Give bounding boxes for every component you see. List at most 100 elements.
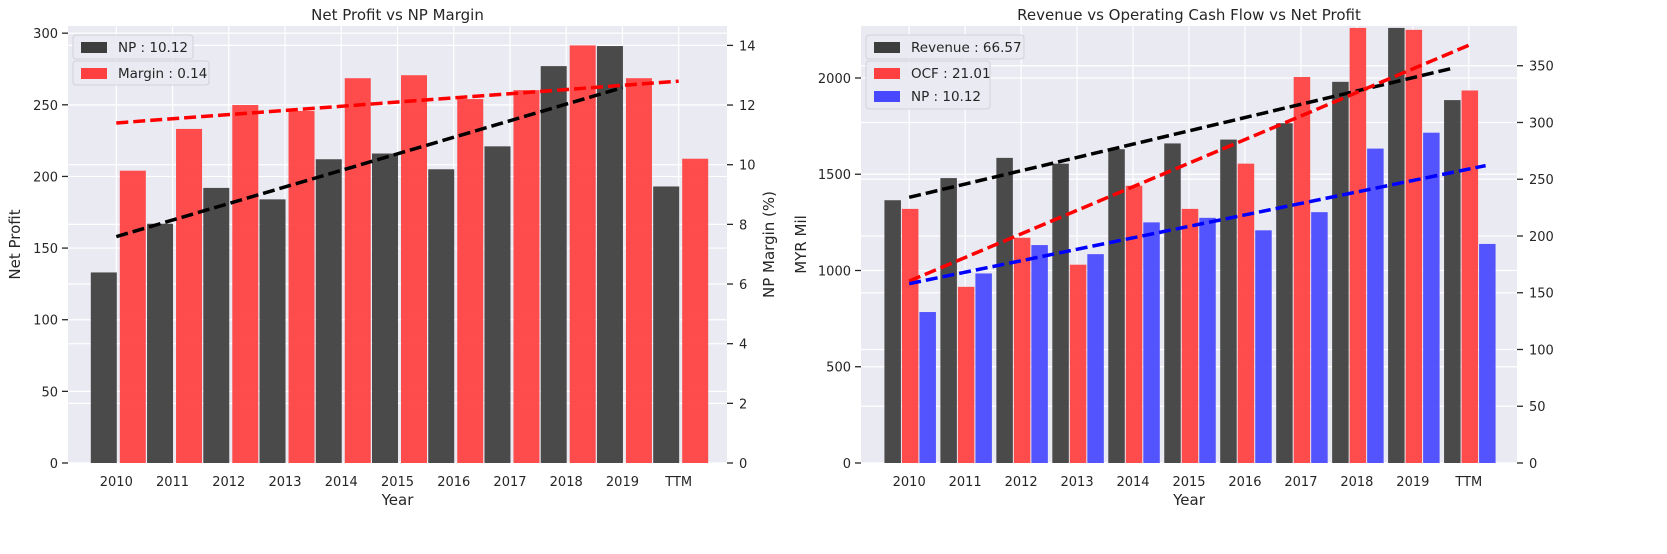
bar-2-0-2012 — [996, 157, 1013, 463]
bar-1-0-2015 — [372, 153, 398, 463]
x-tick-label: 2017 — [493, 475, 526, 490]
y-tick-label: 1000 — [818, 264, 851, 279]
bar-1-0-2019 — [596, 46, 623, 463]
bar-1-0-2010 — [90, 272, 117, 463]
y2-tick-label: 8 — [739, 218, 747, 233]
bar-2-2-2018 — [1367, 148, 1384, 463]
x-tick-label: 2014 — [325, 475, 358, 490]
x-tick-label: 2017 — [1284, 475, 1317, 490]
y-tick-label: 100 — [33, 314, 58, 329]
bar-1-0-2012 — [203, 187, 230, 464]
bar-2-0-2018 — [1332, 81, 1349, 464]
y-tick-label: 250 — [33, 99, 58, 114]
bar-2-2-2019 — [1423, 132, 1440, 463]
trendline-2-0 — [908, 66, 1453, 200]
bar-1-0-2013 — [259, 199, 286, 463]
x-tick-label: 2013 — [1061, 475, 1094, 490]
y-tick-label: 150 — [33, 242, 58, 257]
x-tick-label: 2014 — [1116, 475, 1149, 490]
bar-1-1-2012 — [232, 105, 259, 463]
y2-tick-label: 0 — [1529, 457, 1537, 472]
bar-1-0-2017 — [484, 146, 511, 463]
trendline-2-2 — [908, 163, 1486, 286]
x-tick-label: 2013 — [268, 475, 301, 490]
bar-2-1-2015 — [1181, 208, 1199, 463]
bar-1-1-2016 — [457, 99, 484, 463]
y2-tick-label: 350 — [1529, 60, 1554, 75]
y-tick-label: 2000 — [818, 72, 851, 87]
y-axis-label: MYR Mil — [792, 215, 810, 274]
x-tick-label: 2016 — [437, 475, 470, 490]
bar-2-2-TTM — [1479, 243, 1496, 463]
bar-2-0-2014 — [1108, 149, 1125, 464]
chart-panel-1 — [62, 26, 733, 464]
bar-2-1-2012 — [1013, 237, 1031, 463]
bar-1-0-2014 — [315, 159, 342, 463]
x-tick-label: 2015 — [1172, 475, 1205, 490]
bar-1-1-2018 — [569, 45, 596, 464]
bar-1-1-2015 — [401, 75, 427, 463]
bar-2-0-2013 — [1052, 163, 1069, 463]
chart-panel-2 — [855, 26, 1523, 464]
y-tick-label: 1500 — [818, 168, 851, 183]
bar-2-2-2012 — [1031, 245, 1048, 463]
bar-2-2-2016 — [1255, 230, 1272, 463]
y-tick-label: 200 — [33, 170, 58, 185]
bar-2-0-2017 — [1276, 123, 1293, 463]
bar-2-0-TTM — [1444, 100, 1461, 464]
y-tick-label: 50 — [41, 385, 58, 400]
legend-label: NP : 10.12 — [118, 40, 188, 56]
bar-2-2-2017 — [1311, 212, 1328, 463]
bar-1-0-2011 — [147, 223, 174, 463]
y2-tick-label: 100 — [1529, 343, 1554, 358]
bar-2-1-2017 — [1293, 77, 1311, 464]
bar-1-1-TTM — [682, 158, 709, 464]
x-tick-label: 2018 — [550, 475, 583, 490]
y2-tick-label: 50 — [1529, 400, 1546, 415]
x-tick-label: 2019 — [606, 475, 639, 490]
trendline-1-1 — [116, 79, 679, 125]
bar-2-1-2011 — [957, 286, 975, 463]
legend-swatch — [874, 68, 900, 79]
y-tick-label: 0 — [50, 457, 58, 472]
legend-box — [865, 34, 1025, 60]
bar-2-2-2011 — [975, 273, 992, 463]
y2-tick-label: 200 — [1529, 230, 1554, 245]
bar-2-2-2010 — [919, 312, 936, 463]
legend-swatch — [874, 42, 900, 53]
y-tick-label: 300 — [33, 27, 58, 42]
x-tick-label: TTM — [1454, 475, 1482, 490]
bar-2-0-2015 — [1164, 143, 1181, 464]
legend-swatch — [874, 91, 900, 102]
legend-label: NP : 10.12 — [911, 89, 981, 105]
x-axis-label: Year — [1172, 491, 1206, 509]
x-tick-label: 2011 — [156, 475, 189, 490]
x-tick-label: TTM — [664, 475, 692, 490]
y2-tick-label: 250 — [1529, 173, 1554, 188]
y2-tick-label: 6 — [739, 278, 747, 293]
bar-2-0-2019 — [1388, 27, 1405, 463]
bar-2-2-2015 — [1199, 217, 1216, 463]
y2-axis-label: NP Margin (%) — [760, 191, 778, 298]
x-tick-label: 2012 — [212, 475, 245, 490]
y2-tick-label: 300 — [1529, 116, 1554, 131]
x-tick-label: 2018 — [1340, 475, 1373, 490]
legend-swatch — [81, 42, 107, 53]
bar-1-0-2018 — [540, 66, 567, 463]
bar-2-1-TTM — [1461, 90, 1479, 464]
x-tick-label: 2011 — [949, 475, 982, 490]
y2-tick-label: 0 — [739, 457, 747, 472]
x-tick-label: 2016 — [1228, 475, 1261, 490]
y2-tick-label: 2 — [739, 397, 747, 412]
legend-swatch — [81, 68, 107, 79]
bar-1-1-2013 — [288, 111, 315, 464]
y2-tick-label: 12 — [739, 99, 756, 114]
bar-2-1-2018 — [1349, 27, 1367, 463]
y-tick-label: 0 — [843, 457, 851, 472]
bar-2-2-2013 — [1087, 254, 1104, 463]
bar-2-1-2013 — [1069, 264, 1087, 463]
bar-2-1-2010 — [901, 208, 919, 463]
x-tick-label: 2010 — [893, 475, 926, 490]
